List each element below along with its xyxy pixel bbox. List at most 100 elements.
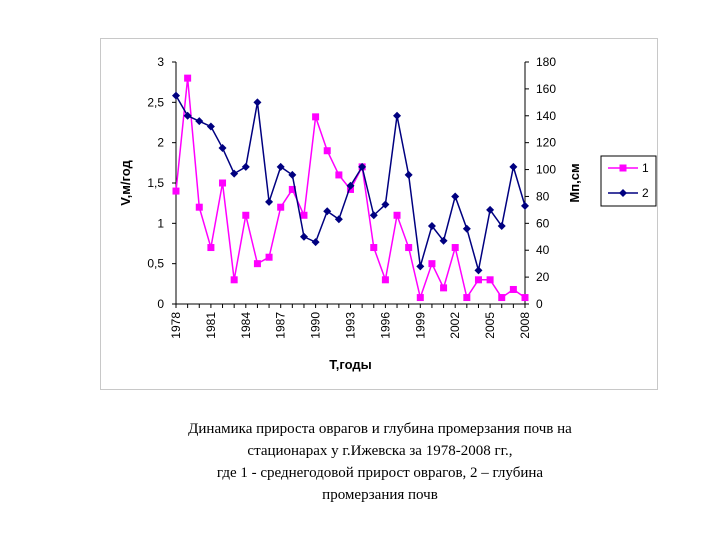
x-tick-label: 2008 — [518, 312, 532, 339]
series-2-point — [509, 162, 518, 171]
y-tick-label-left: 1 — [157, 216, 164, 230]
series-2-point — [521, 201, 529, 210]
caption-line: Динамика прироста оврагов и глубина пром… — [188, 421, 572, 437]
series-2-point — [299, 232, 308, 241]
x-tick-label: 1981 — [204, 312, 218, 339]
series-1-point — [195, 203, 203, 211]
series-2-point — [451, 192, 460, 201]
series-2-point — [497, 222, 506, 231]
series-1-point — [440, 284, 448, 292]
series-2-point — [486, 205, 495, 214]
series-1-point — [323, 147, 331, 155]
series-2-point — [183, 111, 192, 120]
series-2-point — [369, 211, 378, 220]
y-tick-label-right: 20 — [536, 270, 550, 284]
x-tick-label: 1990 — [309, 312, 323, 339]
x-tick-label: 1996 — [378, 312, 392, 339]
y-tick-label-left: 0 — [157, 297, 164, 311]
series-1-point — [219, 179, 227, 187]
series-2-point — [404, 170, 413, 179]
y-tick-label-right: 40 — [536, 243, 550, 257]
y-tick-label-left: 2 — [157, 136, 164, 150]
y-axis-title-left: V,м/год — [118, 159, 133, 205]
series-1-point — [463, 294, 471, 302]
y-tick-label-left: 2,5 — [147, 95, 164, 109]
series-2-point — [288, 170, 297, 179]
x-tick-label: 1999 — [413, 312, 427, 339]
y-tick-label-right: 0 — [536, 297, 543, 311]
caption-line: где 1 - среднегодовой прирост оврагов, 2… — [216, 465, 544, 481]
x-tick-label: 1987 — [274, 312, 288, 339]
series-1-point — [451, 244, 459, 252]
series-2-point — [241, 162, 250, 171]
series-1-point — [242, 211, 250, 219]
figure-caption: Динамика прироста оврагов и глубина пром… — [120, 418, 640, 506]
series-1-point — [300, 211, 308, 219]
legend-marker-1 — [619, 164, 627, 172]
series-2-point — [334, 215, 343, 224]
series-1-point — [498, 294, 506, 302]
series-1-point — [253, 260, 261, 268]
series-2-point — [439, 236, 448, 245]
series-1-point — [428, 260, 436, 268]
series-2-point — [346, 181, 355, 190]
y-tick-label-left: 3 — [157, 55, 164, 69]
legend-label-2: 2 — [642, 186, 649, 200]
y-tick-label-left: 0,5 — [147, 257, 164, 271]
series-2-point — [276, 162, 285, 171]
series-1-point — [393, 211, 401, 219]
x-tick-label: 2005 — [483, 312, 497, 339]
series-2-point — [172, 91, 180, 100]
series-1-point — [265, 253, 273, 261]
series-1-point — [184, 74, 192, 82]
series-1-point — [416, 294, 424, 302]
series-1-point — [288, 185, 296, 193]
series-1-point — [509, 285, 517, 293]
caption-line: промерзания почв — [322, 487, 438, 503]
chart: 1978 1981 1984 1987 1990 1993 1996 1999 2002 2005… — [118, 55, 657, 372]
x-tick-label: 2002 — [448, 312, 462, 339]
series-2-point — [381, 200, 390, 209]
legend-marker-2 — [619, 189, 627, 197]
series-2-point — [230, 169, 239, 178]
series-1-point — [277, 203, 285, 211]
series-1-point — [405, 244, 413, 252]
series-1-point — [474, 276, 482, 284]
series-1-point — [370, 244, 378, 252]
series-1-point — [312, 113, 320, 121]
series-2-point — [416, 262, 425, 271]
series-1-point — [335, 171, 343, 179]
x-tick-label: 1993 — [344, 312, 358, 339]
legend-label-1: 1 — [642, 161, 649, 175]
y-tick-label-left: 1,5 — [147, 176, 164, 190]
series-2-point — [474, 266, 483, 275]
series-2-point — [393, 111, 402, 120]
series-1-point — [486, 276, 494, 284]
series-1-point — [230, 276, 238, 284]
y-tick-label-right: 100 — [536, 163, 556, 177]
legend-box — [600, 155, 657, 207]
y-tick-label-right: 120 — [536, 136, 556, 150]
x-axis-title: T,годы — [329, 357, 371, 372]
series-2-point — [265, 197, 274, 206]
series-2-point — [427, 222, 436, 231]
series-2-point — [358, 162, 367, 171]
series-2-point — [195, 117, 204, 126]
chart-frame: 1978 1981 1984 1987 1990 1993 1996 1999 2002 2005… — [100, 38, 658, 390]
x-tick-label: 1978 — [169, 312, 183, 339]
series-1-point — [207, 244, 215, 252]
series-1-point — [172, 187, 180, 195]
series-2-point — [311, 238, 320, 247]
x-tick-label: 1984 — [239, 312, 253, 339]
y-tick-label-right: 80 — [536, 189, 550, 203]
y-axis-title-right: Мп,см — [567, 163, 582, 202]
y-tick-label-right: 60 — [536, 216, 550, 230]
series-2-point — [323, 207, 332, 216]
series-2-point — [206, 122, 215, 131]
caption-line: стационарах у г.Ижевска за 1978-2008 гг.… — [247, 443, 513, 459]
y-tick-label-right: 140 — [536, 109, 556, 123]
y-tick-label-right: 160 — [536, 82, 556, 96]
y-tick-label-right: 180 — [536, 55, 556, 69]
series-2-point — [462, 224, 471, 233]
series-2-point — [253, 98, 262, 107]
